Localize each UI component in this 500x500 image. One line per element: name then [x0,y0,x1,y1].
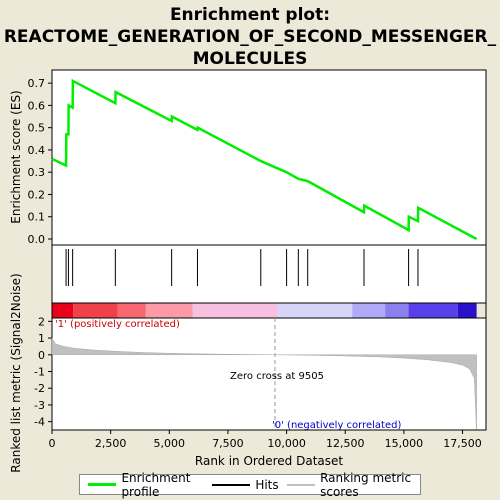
x-tick-label-2: 5,000 [154,437,186,450]
heat-band-segment-8 [408,303,458,318]
es-tick-label-5: 0.5 [28,122,46,135]
x-tick-label-6: 15,000 [385,437,424,450]
metric-tick-label-5: -3 [34,399,45,412]
es-axis-label: Enrichment score (ES) [9,90,23,223]
heat-band-segment-0 [52,303,74,318]
metric-tick-label-6: -4 [34,416,45,429]
es-tick-label-2: 0.2 [28,188,46,201]
legend-label-enrichment: Enrichment profile [121,470,191,499]
heat-band-segment-9 [457,303,477,318]
heat-band-segment-1 [73,303,118,318]
metric-panel [51,317,487,431]
es-panel [51,69,487,246]
es-tick-label-3: 0.3 [28,166,46,179]
title-line-2: REACTOME_GENERATION_OF_SECOND_MESSENGER_ [4,27,497,47]
metric-tick-label-4: -2 [34,382,45,395]
metric-tick-label-0: 2 [38,315,45,328]
legend-swatch-ranking [286,483,316,486]
heat-band-segment-4 [192,303,278,318]
metric-axis-label: Ranked list metric (Signal2Noise) [9,273,23,472]
legend: Enrichment profile Hits Ranking metric s… [79,471,421,499]
legend-item-ranking: Ranking metric scores [286,470,420,499]
es-tick-label-6: 0.6 [28,99,46,112]
metric-tick-label-1: 1 [38,332,45,345]
heat-band-segment-2 [117,303,146,318]
rank-heat-band [52,303,477,318]
legend-swatch-hits [212,483,251,486]
heat-band-segment-7 [385,303,409,318]
ranking-metric-area [51,337,477,430]
x-tick-label-0: 0 [49,437,56,450]
es-tick-label-1: 0.1 [28,211,46,224]
negative-correlation-label: '0' (negatively correlated) [272,420,401,431]
zero-cross-label: Zero cross at 9505 [230,371,324,382]
legend-item-hits: Hits [212,477,279,492]
es-tick-label-0: 0.0 [28,233,46,246]
legend-label-hits: Hits [255,477,279,492]
enrichment-profile-line [51,78,478,241]
hits-panel [51,244,487,304]
heat-band-segment-6 [352,303,386,318]
legend-item-enrichment: Enrichment profile [88,471,204,499]
metric-tick-label-2: 0 [38,349,45,362]
x-axis-label: Rank in Ordered Dataset [195,454,343,468]
x-tick-label-1: 2,500 [95,437,127,450]
legend-swatch-enrichment [88,483,117,486]
title-line-1: Enrichment plot: [170,5,330,25]
x-tick-label-7: 17,500 [443,437,482,450]
legend-label-ranking: Ranking metric scores [320,470,412,499]
x-tick-label-3: 7,500 [212,437,244,450]
heat-band-segment-3 [145,303,193,318]
x-tick-label-5: 12,500 [326,437,365,450]
title-line-3: MOLECULES [193,49,308,69]
x-tick-label-4: 10,000 [267,437,306,450]
heat-band-segment-5 [277,303,353,318]
metric-tick-label-3: -1 [34,365,45,378]
positive-correlation-label: '1' (positively correlated) [55,319,180,330]
es-tick-label-4: 0.4 [28,144,46,157]
es-tick-label-7: 0.7 [28,77,46,90]
